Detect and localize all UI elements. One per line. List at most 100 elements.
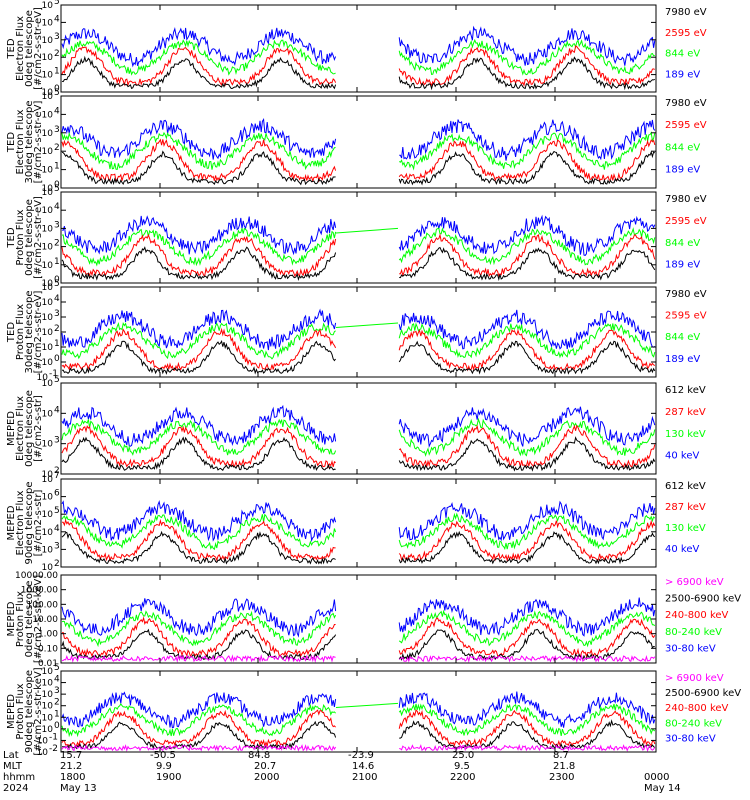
y-axis-title-line: Electron Flux <box>15 396 26 461</box>
y-tick-label: 10 <box>42 298 54 308</box>
y-axis-title-line: [#/cm2-s-str] <box>33 489 44 556</box>
series-line <box>61 233 656 278</box>
y-axis-title-line: [#/cm2-s-str-keV] <box>33 575 44 663</box>
y-tick-label: 10.00 <box>32 615 58 625</box>
panel-frame <box>60 95 657 189</box>
mlt-value: 21.8 <box>553 761 575 772</box>
y-tick-label: 10 <box>42 184 54 194</box>
y-tick-exponent: 4 <box>54 524 60 534</box>
legend-entry: 240-800 keV <box>665 703 729 714</box>
series-line <box>61 703 656 738</box>
y-axis-title-line: [#/cm2-s-str-eV] <box>33 196 44 279</box>
lat-value: 15.7 <box>60 750 82 761</box>
y-tick-exponent: 5 <box>54 0 60 7</box>
series-line <box>61 628 655 662</box>
y-tick-label: 10 <box>42 166 54 176</box>
y-tick-exponent: -1 <box>49 732 58 742</box>
y-axis-title-line: TED <box>6 132 17 153</box>
y-tick-label: 10 <box>42 690 54 700</box>
series-line <box>61 138 656 183</box>
y-tick-exponent: 3 <box>54 309 60 319</box>
hhmm-value: 2100 <box>352 772 377 783</box>
y-tick-exponent: 3 <box>54 541 60 551</box>
y-tick-exponent: 4 <box>54 675 60 685</box>
y-tick-exponent: 2 <box>54 559 60 569</box>
gap-bridge-line <box>335 227 399 234</box>
y-tick-label: 10 <box>42 147 54 157</box>
legend-entry: 40 keV <box>665 544 699 555</box>
y-tick-exponent: 0 <box>54 354 60 364</box>
mlt-value: 9.9 <box>156 761 172 772</box>
mlt-value: 9.5 <box>454 761 470 772</box>
y-tick-label: 10 <box>37 373 49 383</box>
y-tick-exponent: 2 <box>54 49 60 59</box>
legend-entry: 2595 eV <box>665 120 707 131</box>
y-tick-exponent: 1 <box>54 339 60 349</box>
y-tick-label: 10 <box>42 188 54 198</box>
legend-entry: 7980 eV <box>665 98 707 109</box>
hhmm-value: 2000 <box>254 772 279 783</box>
y-tick-label: 10 <box>42 679 54 689</box>
legend-entry: > 6900 keV <box>665 673 724 684</box>
y-tick-exponent: 3 <box>54 125 60 135</box>
y-tick-label: 10 <box>42 92 54 102</box>
series-line <box>61 709 656 748</box>
legend-entry: 80-240 keV <box>665 627 722 638</box>
y-tick-exponent: 2 <box>54 324 60 334</box>
y-tick-label: 10 <box>42 243 54 253</box>
y-tick-label: 0.01 <box>38 659 58 669</box>
y-axis-title-line: 90deg telescope <box>24 481 35 564</box>
series-line <box>61 321 656 360</box>
panel-frame <box>60 670 657 753</box>
y-tick-exponent: 6 <box>54 489 60 499</box>
hhmm-value: 2200 <box>450 772 475 783</box>
y-tick-exponent: 0 <box>54 721 60 731</box>
y-tick-exponent: 3 <box>54 220 60 230</box>
mlt-value: 20.7 <box>254 761 276 772</box>
y-tick-label: 10 <box>42 379 54 389</box>
y-tick-exponent: 2 <box>54 143 60 153</box>
legend-entry: 189 eV <box>665 69 700 80</box>
y-axis-title-line: [#/cm2-s-str-eV] <box>33 101 44 184</box>
y-tick-label: 10 <box>42 409 54 419</box>
gap-bridge-line <box>335 702 399 708</box>
y-tick-label: 1.00 <box>38 630 58 640</box>
lat-value: 8.7 <box>553 750 569 761</box>
y-tick-exponent: 3 <box>54 686 60 696</box>
y-tick-label: 10 <box>42 493 54 503</box>
y-tick-label: 10 <box>42 328 54 338</box>
legend-entry: 30-80 keV <box>665 643 716 654</box>
y-tick-label: 10 <box>42 283 54 293</box>
y-tick-label: 10 <box>37 748 49 758</box>
legend-entry: 2595 eV <box>665 28 707 39</box>
y-axis-title-line: Proton Flux <box>15 683 26 739</box>
legend-entry: 287 keV <box>665 502 706 513</box>
legend-entry: 189 eV <box>665 260 700 271</box>
y-tick-exponent: 4 <box>54 405 60 415</box>
legend-entry: 80-240 keV <box>665 718 722 729</box>
legend-entry: 844 eV <box>665 49 700 60</box>
legend-entry: 40 keV <box>665 451 699 462</box>
y-axis-title-line: 0deg telescope <box>24 581 35 658</box>
legend-entry: 844 eV <box>665 238 700 249</box>
series-line <box>61 327 656 372</box>
y-tick-label: 10 <box>42 88 54 98</box>
series-line <box>61 55 656 91</box>
y-tick-label: 10 <box>42 725 54 735</box>
y-tick-label: 10 <box>42 358 54 368</box>
y-axis-title-line: TED <box>6 322 17 343</box>
y-axis-title-line: 30deg telescope <box>24 290 35 373</box>
y-axis-title-line: 0deg telescope <box>24 10 35 87</box>
y-tick-exponent: 0 <box>54 180 60 190</box>
lat-value: -50.5 <box>150 750 176 761</box>
series-line <box>61 150 656 186</box>
y-axis-title-line: [#/cm2-s-str-keV] <box>33 667 44 755</box>
lat-row-label: Lat <box>3 750 19 761</box>
legend-entry: 2500-6900 keV <box>665 594 741 605</box>
lat-value: -23.9 <box>348 750 374 761</box>
legend-entry: 189 eV <box>665 354 700 365</box>
